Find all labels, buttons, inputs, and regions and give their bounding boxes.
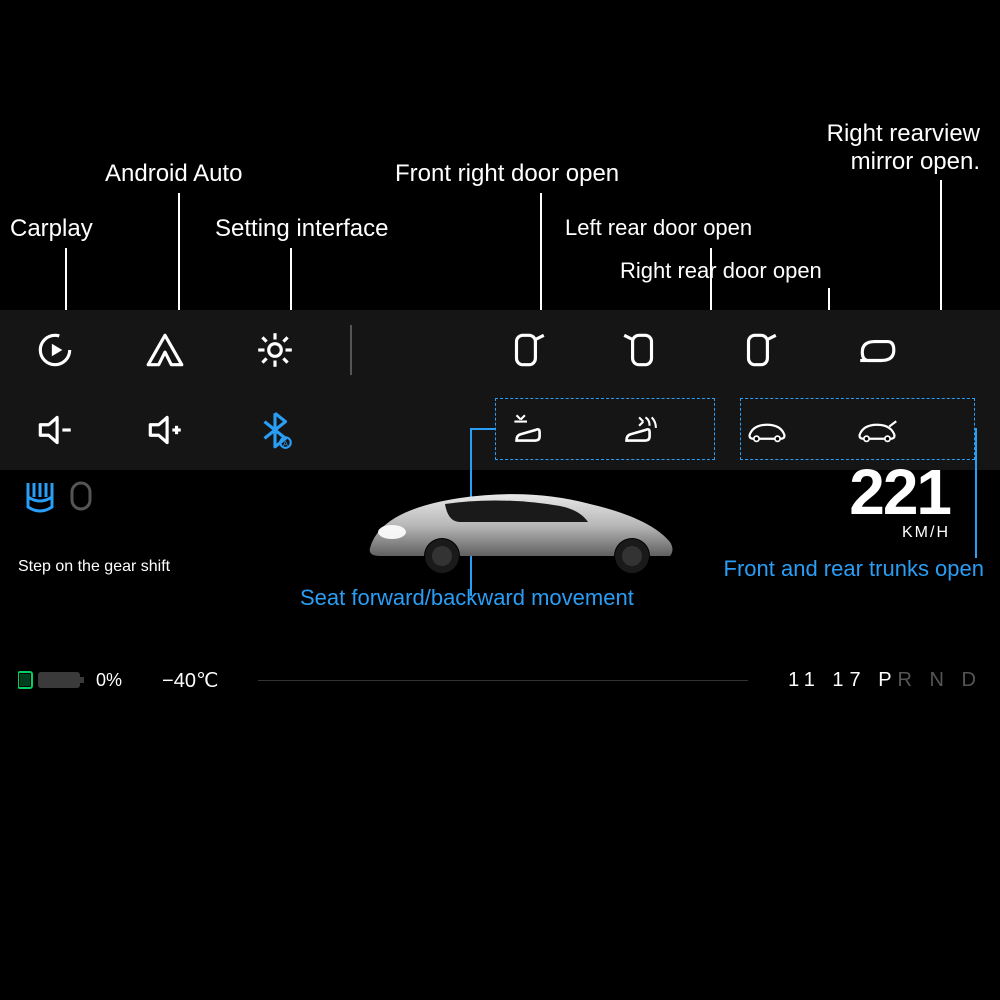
label-right-rear-door: Right rear door open — [620, 258, 822, 284]
battery-icon — [18, 669, 88, 691]
right-mirror-button[interactable] — [818, 310, 936, 390]
label-front-right-door: Front right door open — [395, 160, 619, 188]
right-rear-door-button[interactable] — [700, 310, 818, 390]
toolbar-divider — [350, 325, 352, 375]
bluetooth-icon: A — [254, 409, 296, 451]
speed-display: 221 KM/H — [849, 460, 950, 542]
volume-down-button[interactable] — [0, 390, 110, 470]
svg-text:A: A — [283, 439, 288, 448]
brake-pedal-icon — [20, 475, 60, 515]
label-settings: Setting interface — [215, 215, 388, 243]
volume-up-icon — [144, 409, 186, 451]
pedal-icon — [68, 475, 96, 515]
leader-trunk — [975, 428, 977, 558]
speed-value: 221 — [849, 460, 950, 524]
battery-percent: 0% — [96, 670, 122, 691]
anno-trunks-open: Front and rear trunks open — [724, 556, 984, 582]
gear-active: P — [878, 669, 897, 691]
gear-icon — [254, 329, 296, 371]
gear-shift-label: Step on the gear shift — [18, 558, 170, 576]
android-auto-icon — [144, 329, 186, 371]
bottom-bar: 0% −40℃ 11 17 PR N D — [0, 660, 1000, 700]
leader-seat — [470, 428, 495, 430]
gear-inactive: R N D — [898, 669, 982, 691]
carplay-icon — [34, 329, 76, 371]
label-carplay: Carplay — [10, 215, 93, 243]
gear-indicator: 11 17 PR N D — [788, 669, 982, 692]
label-left-rear-door: Left rear door open — [565, 215, 752, 241]
door-icon — [738, 329, 780, 371]
temperature: −40℃ — [162, 668, 218, 693]
volume-up-button[interactable] — [110, 390, 220, 470]
mirror-icon — [856, 329, 898, 371]
label-android-auto: Android Auto — [105, 160, 242, 188]
highlight-trunk-controls — [740, 398, 975, 460]
carplay-button[interactable] — [0, 310, 110, 390]
car-image — [350, 470, 690, 580]
front-right-door-button[interactable] — [472, 310, 582, 390]
bottom-divider — [258, 680, 748, 681]
bluetooth-button[interactable]: A — [220, 390, 330, 470]
door-icon — [506, 329, 548, 371]
left-rear-door-button[interactable] — [582, 310, 700, 390]
time-display: 11 17 — [788, 669, 867, 691]
door-icon — [620, 329, 662, 371]
highlight-seat-controls — [495, 398, 715, 460]
label-right-mirror: Right rearview mirror open. — [827, 120, 980, 176]
volume-down-icon — [34, 409, 76, 451]
anno-seat-movement: Seat forward/backward movement — [300, 585, 634, 611]
gear-shift-status — [20, 475, 96, 515]
android-auto-button[interactable] — [110, 310, 220, 390]
settings-button[interactable] — [220, 310, 330, 390]
toolbar-row-1 — [0, 310, 1000, 390]
